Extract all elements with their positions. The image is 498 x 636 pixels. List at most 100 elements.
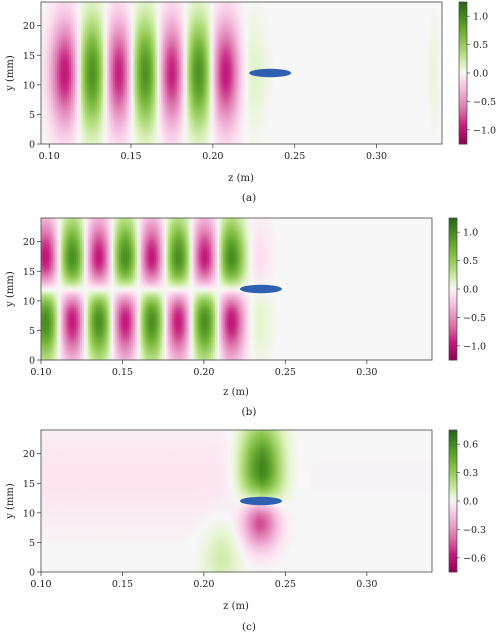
heatmap-cell	[43, 34, 45, 36]
heatmap-cell	[137, 97, 139, 99]
heatmap-cell	[101, 34, 103, 36]
heatmap-cell	[167, 97, 169, 99]
heatmap-cell	[171, 43, 173, 45]
heatmap-cell	[81, 61, 83, 63]
heatmap-cell	[117, 34, 119, 36]
heatmap-cell	[97, 105, 99, 107]
heatmap-cell	[63, 51, 65, 53]
heatmap-cell	[171, 8, 173, 10]
heatmap-cell	[103, 16, 105, 18]
heatmap-cell	[45, 69, 47, 71]
heatmap-cell	[151, 122, 153, 124]
heatmap-cell	[153, 69, 155, 71]
heatmap-cell	[89, 51, 91, 53]
heatmap-cell	[177, 51, 179, 53]
heatmap-cell	[73, 79, 75, 81]
heatmap-cell	[69, 140, 71, 142]
heatmap-cell	[129, 105, 131, 107]
heatmap-cell	[139, 140, 141, 142]
heatmap-cell	[121, 34, 123, 36]
heatmap-cell	[51, 87, 53, 89]
heatmap-cell	[161, 51, 163, 53]
heatmap-cell	[155, 79, 157, 81]
heatmap-cell	[131, 79, 133, 81]
heatmap-cell	[89, 43, 91, 45]
heatmap-cell	[55, 97, 57, 99]
heatmap-cell	[67, 132, 69, 134]
heatmap-cell	[71, 69, 73, 71]
heatmap-cell	[159, 97, 161, 99]
heatmap-cell	[45, 51, 47, 53]
heatmap-cell	[161, 105, 163, 107]
heatmap-cell	[155, 140, 157, 142]
heatmap-cell	[157, 24, 159, 26]
heatmap-cell	[127, 69, 129, 71]
heatmap-cell	[141, 34, 143, 36]
heatmap-cell	[163, 114, 165, 116]
heatmap-cell	[135, 8, 137, 10]
heatmap-cell	[129, 61, 131, 63]
heatmap-cell	[163, 69, 165, 71]
heatmap-cell	[167, 87, 169, 89]
heatmap-cell	[121, 140, 123, 142]
heatmap-cell	[51, 97, 53, 99]
heatmap-cell	[45, 79, 47, 81]
heatmap-cell	[113, 114, 115, 116]
heatmap-cell	[91, 43, 93, 45]
heatmap-cell	[109, 61, 111, 63]
heatmap-cell	[175, 16, 177, 18]
heatmap-cell	[79, 97, 81, 99]
heatmap-cell	[75, 122, 77, 124]
heatmap-cell	[51, 51, 53, 53]
heatmap-cell	[155, 16, 157, 18]
heatmap-cell	[83, 97, 85, 99]
heatmap-cell	[115, 122, 117, 124]
heatmap-cell	[163, 79, 165, 81]
heatmap-cell	[141, 97, 143, 99]
heatmap-cell	[131, 51, 133, 53]
heatmap-cell	[115, 87, 117, 89]
heatmap-cell	[93, 132, 95, 134]
heatmap-cell	[57, 87, 59, 89]
heatmap-cell	[111, 61, 113, 63]
heatmap-cell	[149, 122, 151, 124]
heatmap-cell	[49, 97, 51, 99]
heatmap-cell	[109, 34, 111, 36]
heatmap-cell	[155, 87, 157, 89]
heatmap-cell	[167, 114, 169, 116]
heatmap-cell	[181, 61, 183, 63]
heatmap-cell	[61, 69, 63, 71]
heatmap-cell	[99, 34, 101, 36]
heatmap-cell	[149, 26, 151, 28]
heatmap-cell	[137, 122, 139, 124]
heatmap-cell	[75, 43, 77, 45]
heatmap-cell	[51, 26, 53, 28]
heatmap-cell	[65, 105, 67, 107]
heatmap-cell	[95, 79, 97, 81]
heatmap-cell	[45, 114, 47, 116]
heatmap-cell	[107, 97, 109, 99]
heatmap-cell	[83, 8, 85, 10]
heatmap-cell	[71, 61, 73, 63]
heatmap-cell	[59, 114, 61, 116]
heatmap-cell	[117, 122, 119, 124]
heatmap-cell	[165, 132, 167, 134]
heatmap-cell	[117, 105, 119, 107]
heatmap-cell	[173, 26, 175, 28]
heatmap-cell	[107, 79, 109, 81]
heatmap-cell	[43, 114, 45, 116]
heatmap-cell	[181, 79, 183, 81]
heatmap-cell	[59, 26, 61, 28]
heatmap-cell	[165, 114, 167, 116]
heatmap-cell	[159, 16, 161, 18]
heatmap-cell	[151, 140, 153, 142]
heatmap-cell	[149, 43, 151, 45]
heatmap-cell	[61, 87, 63, 89]
heatmap-cell	[155, 61, 157, 63]
heatmap-cell	[133, 69, 135, 71]
heatmap-cell	[43, 26, 45, 28]
heatmap-cell	[91, 132, 93, 134]
heatmap-cell	[141, 61, 143, 63]
heatmap-cell	[51, 105, 53, 107]
heatmap-cell	[57, 79, 59, 81]
